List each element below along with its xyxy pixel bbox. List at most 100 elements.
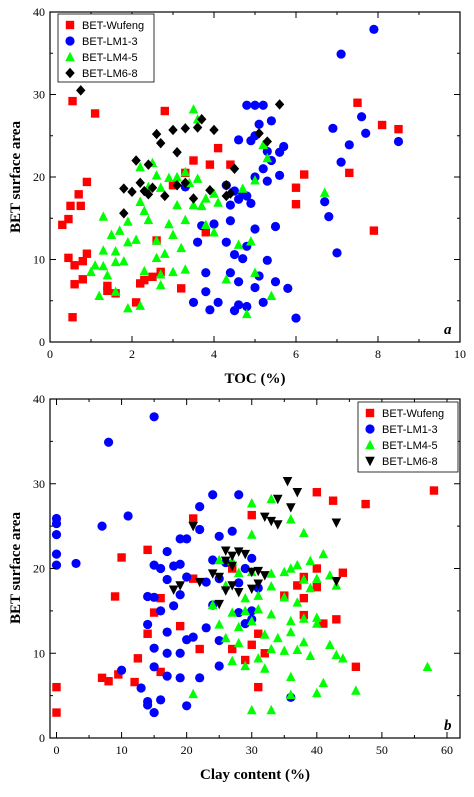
data-point <box>193 237 203 247</box>
data-point <box>250 175 260 185</box>
data-point <box>266 516 277 527</box>
series-bet-lm6-8 <box>76 85 285 219</box>
data-point <box>188 199 199 210</box>
data-point <box>270 277 281 287</box>
data-point <box>260 649 269 658</box>
data-point <box>299 613 309 623</box>
data-point <box>285 563 296 573</box>
data-point <box>241 655 250 665</box>
data-point <box>246 615 257 626</box>
data-point <box>123 216 133 226</box>
data-point <box>209 227 219 237</box>
data-point <box>162 671 172 681</box>
x-tick-label: 10 <box>454 347 466 361</box>
data-point <box>292 597 303 607</box>
data-point <box>233 567 244 577</box>
data-point <box>169 601 179 611</box>
data-point <box>262 255 272 265</box>
data-point <box>175 559 185 569</box>
x-tick-label: 0 <box>54 743 60 757</box>
data-point <box>275 170 285 180</box>
data-point <box>70 261 79 270</box>
data-point <box>51 560 62 570</box>
data-point <box>213 297 223 307</box>
data-point <box>246 584 257 595</box>
data-point <box>299 574 309 584</box>
data-point <box>151 128 162 140</box>
data-point <box>135 177 145 188</box>
data-point <box>300 170 309 179</box>
data-point <box>226 160 235 169</box>
data-point <box>180 264 191 274</box>
data-point <box>195 644 204 654</box>
x-tick-label: 20 <box>181 743 193 757</box>
legend: BET-Wufeng BET-LM1-3 BET-LM4-5 BET-LM6-8 <box>57 13 155 83</box>
data-point <box>162 648 172 658</box>
data-point <box>123 236 133 247</box>
legend-marker <box>65 51 75 62</box>
data-point <box>246 498 257 508</box>
data-point <box>143 700 153 710</box>
data-point <box>229 306 240 316</box>
data-point <box>123 511 133 521</box>
data-point <box>220 632 231 643</box>
data-point <box>227 526 237 536</box>
data-point <box>254 119 264 129</box>
data-point <box>156 667 165 677</box>
data-point <box>351 685 361 695</box>
data-point <box>70 280 79 289</box>
x-axis-label: Clay content (%) <box>200 767 310 783</box>
data-point <box>82 249 92 258</box>
data-point <box>279 592 290 602</box>
data-point <box>160 106 169 116</box>
data-point <box>369 226 379 235</box>
data-point <box>351 662 361 672</box>
data-point <box>221 274 232 284</box>
data-point <box>151 235 162 245</box>
panel-label: a <box>444 322 452 338</box>
data-point <box>227 551 238 561</box>
data-point <box>272 494 283 505</box>
y-tick-label: 40 <box>33 392 45 406</box>
data-point <box>229 163 240 174</box>
data-point <box>188 632 198 642</box>
data-point <box>262 146 272 157</box>
data-point <box>213 197 223 207</box>
data-point <box>188 521 198 532</box>
data-point <box>229 249 240 260</box>
data-point <box>325 639 335 649</box>
data-point <box>227 655 238 666</box>
data-point <box>312 618 322 628</box>
data-point <box>258 297 268 307</box>
data-point <box>291 183 301 192</box>
data-point <box>262 136 272 147</box>
data-point <box>189 156 198 165</box>
data-point <box>214 599 225 610</box>
data-point <box>209 124 219 136</box>
data-point <box>429 486 439 495</box>
data-point <box>285 689 296 699</box>
data-point <box>58 220 67 230</box>
data-point <box>213 143 223 153</box>
data-point <box>272 632 283 643</box>
data-point <box>155 269 166 279</box>
data-point <box>135 300 145 310</box>
data-point <box>86 266 96 277</box>
data-point <box>131 155 141 166</box>
data-point <box>94 290 104 300</box>
data-point <box>127 186 137 198</box>
data-point <box>331 577 342 587</box>
data-point <box>299 593 309 603</box>
data-point <box>149 592 159 602</box>
data-point <box>225 268 235 278</box>
data-point <box>312 582 322 592</box>
data-point <box>292 488 303 498</box>
data-point <box>228 644 237 654</box>
data-point <box>135 161 145 172</box>
data-point <box>247 553 257 563</box>
data-point <box>175 621 185 631</box>
data-point <box>180 214 191 225</box>
data-point <box>68 96 77 106</box>
data-point <box>143 159 154 170</box>
data-point <box>201 193 211 203</box>
